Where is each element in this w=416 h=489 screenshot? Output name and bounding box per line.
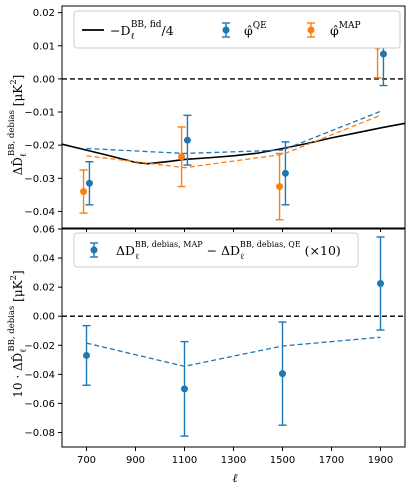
- xtick-label: 1900: [368, 455, 393, 466]
- bottom-ytick-label: 0.02: [33, 283, 55, 294]
- bottom-ytick-label: −0.06: [24, 399, 55, 410]
- xtick-label: 900: [126, 455, 145, 466]
- legend-qe-label: φ̂QE: [244, 21, 267, 38]
- top-ytick-label: −0.01: [24, 108, 55, 119]
- legend-frame: [73, 10, 401, 49]
- top-panel: −0.04 −0.03 −0.02 −0.01 0.00 0.01 0.02: [24, 5, 406, 232]
- bottom-ylabel: 10 · ΔD̂ℓBB, debias [μK2]: [7, 270, 29, 397]
- bottom-series-0-point: [83, 351, 90, 359]
- top-series-0-point: [281, 169, 289, 177]
- fid-curve: [61, 122, 406, 165]
- bottom-ytick-label: −0.08: [24, 428, 55, 439]
- bottom-series-0-point: [181, 385, 188, 393]
- xtick-label: 700: [77, 455, 96, 466]
- top-series-1-point: [80, 188, 88, 196]
- bottom-panel: −0.08 −0.06 −0.04 −0.02 0.00 0.02 0.04 0.06 700 9…: [24, 225, 406, 466]
- top-ytick-label: −0.03: [24, 174, 55, 185]
- legend-qe-marker: [222, 22, 230, 38]
- bottom-series-0-dashed-line: [86, 336, 381, 368]
- top-series-0-dashed-line: [86, 110, 381, 155]
- legend-bottom: ΔDℓBB, debias, MAP − ΔDℓBB, debias, QE (…: [73, 232, 359, 268]
- top-series-0-point: [379, 50, 387, 58]
- top-ytick-label: 0.02: [33, 8, 55, 19]
- xtick-label: 1300: [221, 455, 246, 466]
- legend-map-label: φ̂MAP: [330, 21, 361, 38]
- bottom-series-0-point: [279, 370, 286, 378]
- bottom-ytick-label: 0.04: [33, 254, 55, 265]
- legend-top: −DℓBB, fid/4 φ̂QE φ̂MAP: [73, 10, 401, 49]
- xtick-label: 1100: [172, 455, 197, 466]
- top-series-0-point: [85, 179, 93, 187]
- bottom-ytick-label: 0.00: [33, 312, 55, 323]
- bottom-ytick-label: 0.06: [33, 225, 55, 236]
- top-ytick-label: 0.01: [33, 41, 55, 52]
- legend-diff-marker: [90, 242, 98, 258]
- top-ytick-label: −0.04: [24, 207, 55, 218]
- legend-fid-label: −DℓBB, fid/4: [110, 20, 174, 42]
- xtick-label: 1700: [319, 455, 344, 466]
- legend-map-marker: [307, 22, 315, 38]
- top-series-1-point: [178, 153, 186, 161]
- legend-bottom-frame: [73, 232, 359, 268]
- top-ytick-label: −0.02: [24, 141, 55, 152]
- top-ytick-label: 0.00: [33, 74, 55, 85]
- legend-diff-label: ΔDℓBB, debias, MAP − ΔDℓBB, debias, QE (…: [116, 240, 341, 261]
- bottom-series-0-point: [377, 280, 384, 287]
- bottom-ytick-label: −0.04: [24, 370, 55, 381]
- top-series-1-point: [276, 183, 284, 191]
- top-ylabel: ΔD̂ℓBB, debias [μK2]: [7, 75, 29, 176]
- top-series-1-dashed-line: [86, 114, 381, 169]
- bottom-ytick-label: −0.02: [24, 341, 55, 352]
- x-axis-label: ℓ: [233, 471, 238, 485]
- xtick-label: 1500: [270, 455, 295, 466]
- top-series-0-point: [183, 136, 191, 144]
